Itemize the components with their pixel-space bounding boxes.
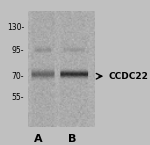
Text: B: B [68, 134, 76, 144]
Text: 55-: 55- [12, 93, 24, 102]
Text: CCDC22: CCDC22 [109, 72, 149, 81]
Text: A: A [34, 134, 42, 144]
Text: 130-: 130- [7, 23, 24, 32]
Text: 95-: 95- [12, 46, 24, 55]
Text: 70-: 70- [12, 72, 24, 81]
